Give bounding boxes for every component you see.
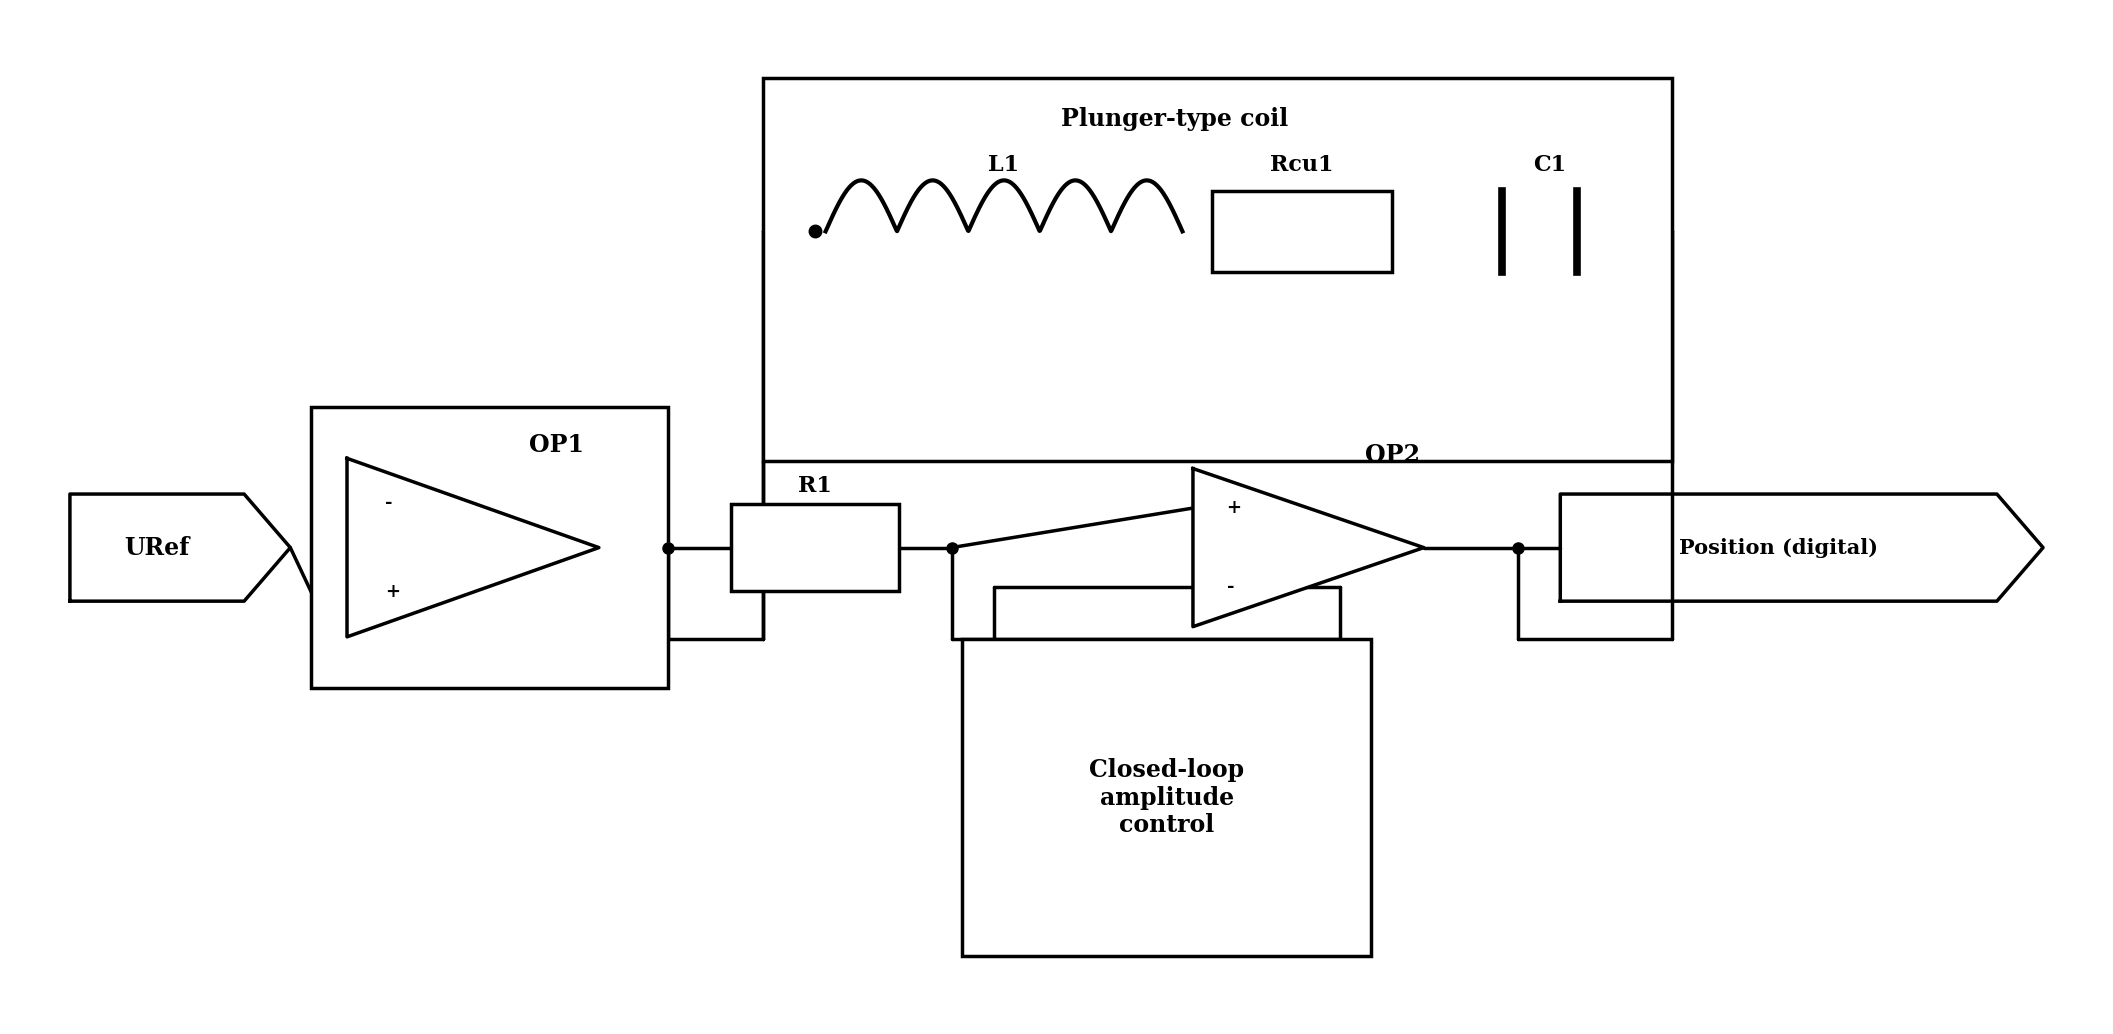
Polygon shape	[1559, 494, 2043, 601]
Text: C1: C1	[1534, 154, 1566, 176]
Text: +: +	[1226, 499, 1242, 517]
Polygon shape	[347, 458, 598, 637]
Text: Position (digital): Position (digital)	[1680, 538, 1878, 557]
Text: OP1: OP1	[530, 433, 585, 457]
Bar	[1213, 190, 1392, 272]
Text: +: +	[385, 583, 399, 601]
Text: Closed-loop
amplitude
control: Closed-loop amplitude control	[1088, 758, 1245, 838]
Text: -: -	[1226, 578, 1234, 597]
Bar	[731, 505, 898, 591]
Text: URef: URef	[125, 536, 190, 559]
Bar	[311, 407, 668, 688]
Polygon shape	[1194, 468, 1424, 627]
Text: R1: R1	[799, 475, 833, 497]
Text: Plunger-type coil: Plunger-type coil	[1061, 108, 1289, 131]
Text: L1: L1	[989, 154, 1021, 176]
Text: -: -	[385, 494, 393, 512]
Bar	[763, 79, 1671, 461]
Polygon shape	[70, 494, 289, 601]
Text: Rcu1: Rcu1	[1270, 154, 1333, 176]
Bar	[961, 639, 1371, 955]
Text: OP2: OP2	[1365, 444, 1420, 467]
